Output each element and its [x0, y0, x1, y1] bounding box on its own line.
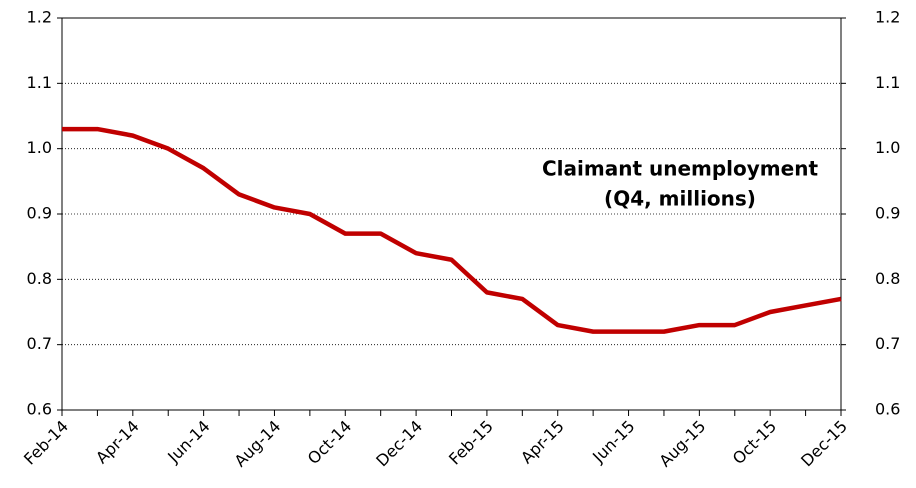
y2-tick-label: 1.2 — [875, 8, 900, 27]
y2-tick-label: 0.8 — [875, 269, 900, 288]
x-tick-label: Dec-14 — [372, 417, 426, 471]
annotation: (Q4, millions) — [604, 187, 756, 211]
x-tick-label: Aug-15 — [655, 417, 709, 471]
y-tick-label: 0.8 — [27, 269, 52, 288]
y-tick-label: 0.7 — [27, 334, 52, 353]
x-tick-label: Feb-14 — [20, 417, 72, 469]
y-tick-label: 0.6 — [27, 400, 52, 419]
x-tick-label: Feb-15 — [445, 417, 497, 469]
y-tick-label: 0.9 — [27, 204, 52, 223]
y-tick-label: 1.2 — [27, 8, 52, 27]
x-tick-label: Jun-14 — [163, 417, 213, 467]
y2-tick-label: 0.7 — [875, 334, 900, 353]
x-tick-label: Oct-14 — [304, 417, 355, 468]
x-tick-label: Dec-15 — [797, 417, 851, 471]
plot-frame — [61, 17, 842, 411]
y-tick-label: 1.0 — [27, 138, 52, 157]
y2-tick-label: 0.6 — [875, 400, 900, 419]
y2-tick-label: 1.1 — [875, 73, 900, 92]
x-tick-label: Jun-15 — [588, 417, 638, 467]
x-tick-label: Apr-14 — [92, 417, 143, 468]
x-tick-label: Apr-15 — [517, 417, 568, 468]
x-tick-label: Aug-14 — [230, 417, 284, 471]
y-tick-label: 1.1 — [27, 73, 52, 92]
y2-tick-label: 0.9 — [875, 204, 900, 223]
data-line — [62, 126, 842, 334]
annotation: Claimant unemployment — [542, 157, 818, 181]
x-tick-label: Oct-15 — [729, 417, 780, 468]
y2-tick-label: 1.0 — [875, 138, 900, 157]
